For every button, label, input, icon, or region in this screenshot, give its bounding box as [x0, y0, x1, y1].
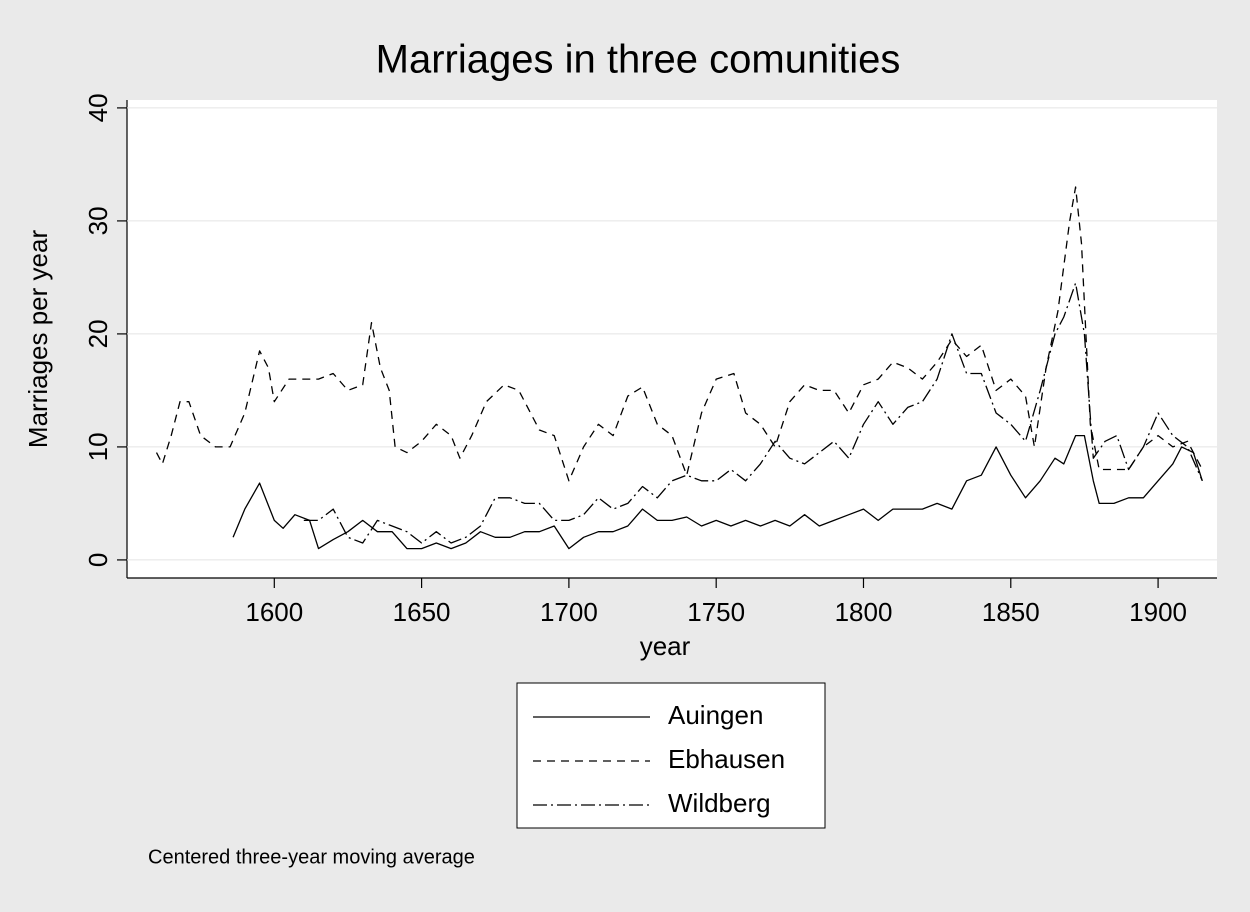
note: Centered three-year moving average: [148, 846, 475, 868]
x-axis-label: year: [640, 631, 691, 661]
legend-label: Auingen: [668, 700, 763, 730]
x-tick-label: 1750: [687, 597, 745, 627]
series-line: [303, 282, 1203, 544]
plot-area: [127, 100, 1217, 578]
x-tick-label: 1800: [835, 597, 893, 627]
x-tick-label: 1900: [1129, 597, 1187, 627]
legend-box: [516, 682, 826, 829]
x-tick-label: 1850: [982, 597, 1040, 627]
y-tick-label: 30: [83, 206, 113, 235]
x-tick-label: 1650: [393, 597, 451, 627]
y-tick-label: 10: [83, 432, 113, 461]
legend-label: Ebhausen: [668, 744, 785, 774]
y-tick-label: 20: [83, 319, 113, 348]
series-line: [232, 434, 1203, 550]
series-line: [155, 186, 1203, 482]
x-tick-label: 1600: [245, 597, 303, 627]
y-tick-label: 0: [83, 553, 113, 567]
x-tick-label: 1700: [540, 597, 598, 627]
chart-title: Marriages in three comunities: [376, 38, 901, 82]
y-tick-label: 40: [83, 93, 113, 122]
legend-label: Wildberg: [668, 788, 771, 818]
y-axis-label: Marriages per year: [23, 230, 53, 449]
